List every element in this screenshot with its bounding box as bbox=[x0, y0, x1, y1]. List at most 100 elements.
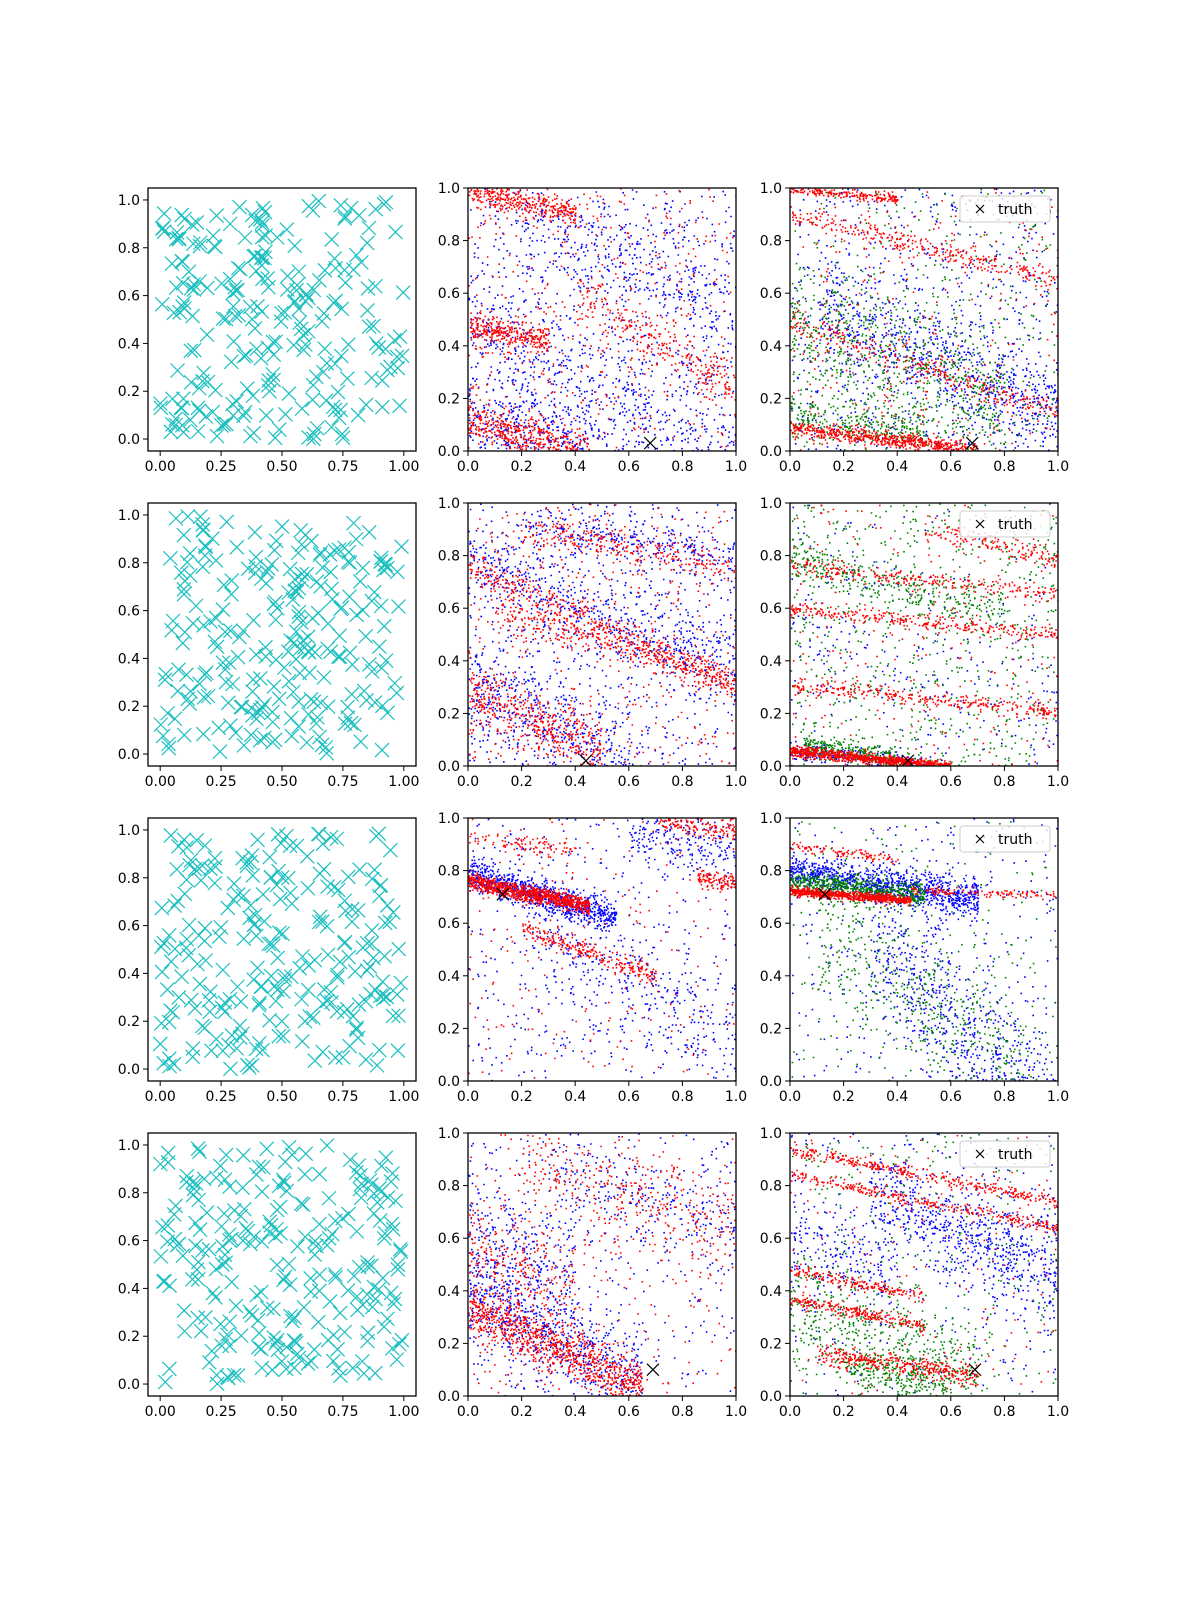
x-tick-label: 0.2 bbox=[832, 774, 854, 790]
x-tick-label: 1.0 bbox=[1047, 1404, 1069, 1420]
sample-point bbox=[384, 1340, 400, 1356]
x-tick-label: 0.8 bbox=[671, 459, 693, 475]
sample-point bbox=[276, 1272, 291, 1288]
sample-point bbox=[296, 342, 312, 358]
sample-point bbox=[213, 920, 229, 935]
sample-point bbox=[274, 519, 290, 534]
x-tick-label: 0.8 bbox=[993, 774, 1015, 790]
sample-point bbox=[237, 230, 253, 246]
sample-point bbox=[215, 962, 231, 978]
sample-point bbox=[182, 546, 198, 561]
axes-frame bbox=[147, 502, 417, 767]
sample-point bbox=[190, 956, 205, 972]
sample-point bbox=[212, 1158, 228, 1174]
sample-point bbox=[275, 984, 291, 1000]
x-tick-label: 1.00 bbox=[388, 1404, 419, 1420]
sample-point bbox=[387, 332, 402, 348]
x-tick-label: 0.8 bbox=[993, 1404, 1015, 1420]
sample-point bbox=[389, 1352, 405, 1368]
sample-point bbox=[394, 539, 409, 555]
points-r1c3 bbox=[790, 188, 1058, 451]
y-tick-label: 0.0 bbox=[438, 1074, 460, 1090]
x-tick-label: 0.00 bbox=[145, 459, 176, 475]
sample-point bbox=[324, 581, 339, 597]
sample-point bbox=[331, 1361, 346, 1376]
sample-point bbox=[291, 719, 307, 735]
posterior-blue-points bbox=[468, 503, 736, 766]
sample-point bbox=[265, 734, 281, 750]
sample-point bbox=[228, 725, 244, 741]
panel-r4c2: 0.0 0.2 0.4 0.6 0.8 1.0 0.0 0.2 0.4 0.6 0.8 1.0 bbox=[438, 1126, 747, 1420]
sample-point bbox=[306, 694, 322, 710]
sample-point bbox=[239, 858, 255, 874]
truth-marker bbox=[643, 436, 657, 450]
sample-point bbox=[199, 327, 215, 343]
x-tick-label: 0.00 bbox=[145, 1089, 176, 1105]
sample-point bbox=[328, 1269, 344, 1285]
x-tick-label: 1.00 bbox=[388, 774, 419, 790]
sample-point bbox=[183, 852, 199, 868]
posterior-red-points bbox=[468, 818, 736, 1081]
sample-point bbox=[281, 1139, 297, 1155]
sample-point bbox=[367, 1365, 383, 1381]
x-tick-label: 0.6 bbox=[618, 1089, 640, 1105]
y-tick-label: 0.8 bbox=[118, 1186, 140, 1202]
x-tick-label: 0.25 bbox=[206, 1089, 237, 1105]
sample-point bbox=[264, 936, 279, 952]
y-tick-label: 1.0 bbox=[760, 811, 782, 827]
sample-point bbox=[156, 935, 172, 951]
sample-point bbox=[320, 616, 336, 632]
sample-point bbox=[265, 366, 281, 382]
sample-point bbox=[154, 964, 170, 980]
axes-frame bbox=[467, 502, 737, 767]
sample-point bbox=[311, 914, 327, 930]
y-tick-label: 0.8 bbox=[760, 549, 782, 565]
y-tick-label: 1.0 bbox=[760, 1126, 782, 1142]
sample-point bbox=[378, 194, 394, 210]
sample-point bbox=[247, 916, 263, 932]
sample-point bbox=[253, 979, 269, 995]
sample-point bbox=[177, 1323, 193, 1339]
sample-point bbox=[320, 947, 336, 963]
sample-point bbox=[170, 363, 185, 378]
sample-point bbox=[281, 585, 297, 601]
sample-point bbox=[250, 705, 266, 721]
sample-point bbox=[378, 1150, 394, 1166]
sample-point bbox=[307, 644, 323, 660]
sample-point bbox=[215, 311, 231, 327]
sample-point bbox=[228, 283, 244, 299]
y-tick-label: 0.2 bbox=[760, 1021, 782, 1037]
sample-point bbox=[293, 1196, 309, 1212]
sample-point bbox=[222, 1338, 238, 1354]
sample-point bbox=[168, 231, 184, 247]
sample-point bbox=[378, 557, 394, 572]
sample-point bbox=[206, 238, 222, 254]
sample-point bbox=[159, 982, 175, 997]
sample-point bbox=[250, 960, 265, 976]
sample-point bbox=[195, 523, 211, 538]
sample-point bbox=[249, 1287, 265, 1303]
sample-point bbox=[188, 1215, 203, 1231]
y-tick-label: 0.8 bbox=[118, 241, 140, 257]
y-tick-label: 0.4 bbox=[760, 654, 782, 670]
sample-point bbox=[254, 1360, 270, 1376]
x-tick-label: 0.0 bbox=[779, 459, 801, 475]
sample-point bbox=[297, 1166, 313, 1182]
sample-point bbox=[285, 591, 301, 607]
sample-point bbox=[359, 1287, 375, 1303]
sample-point bbox=[160, 705, 176, 721]
sample-point bbox=[158, 666, 174, 682]
sample-point bbox=[379, 897, 395, 913]
sample-point bbox=[376, 987, 391, 1003]
sample-point bbox=[324, 232, 340, 247]
sample-point bbox=[310, 1314, 326, 1330]
sample-point bbox=[356, 1366, 372, 1381]
sample-point bbox=[364, 871, 380, 887]
sample-point bbox=[252, 702, 268, 718]
sample-point bbox=[183, 683, 198, 699]
panel-r2c1: 0.00 0.25 0.50 0.75 1.00 0.0 0.2 0.4 0.6 0.8 1.0 bbox=[118, 502, 419, 790]
sample-point bbox=[226, 334, 242, 349]
sample-point bbox=[266, 1301, 281, 1317]
sample-point bbox=[277, 1269, 293, 1285]
